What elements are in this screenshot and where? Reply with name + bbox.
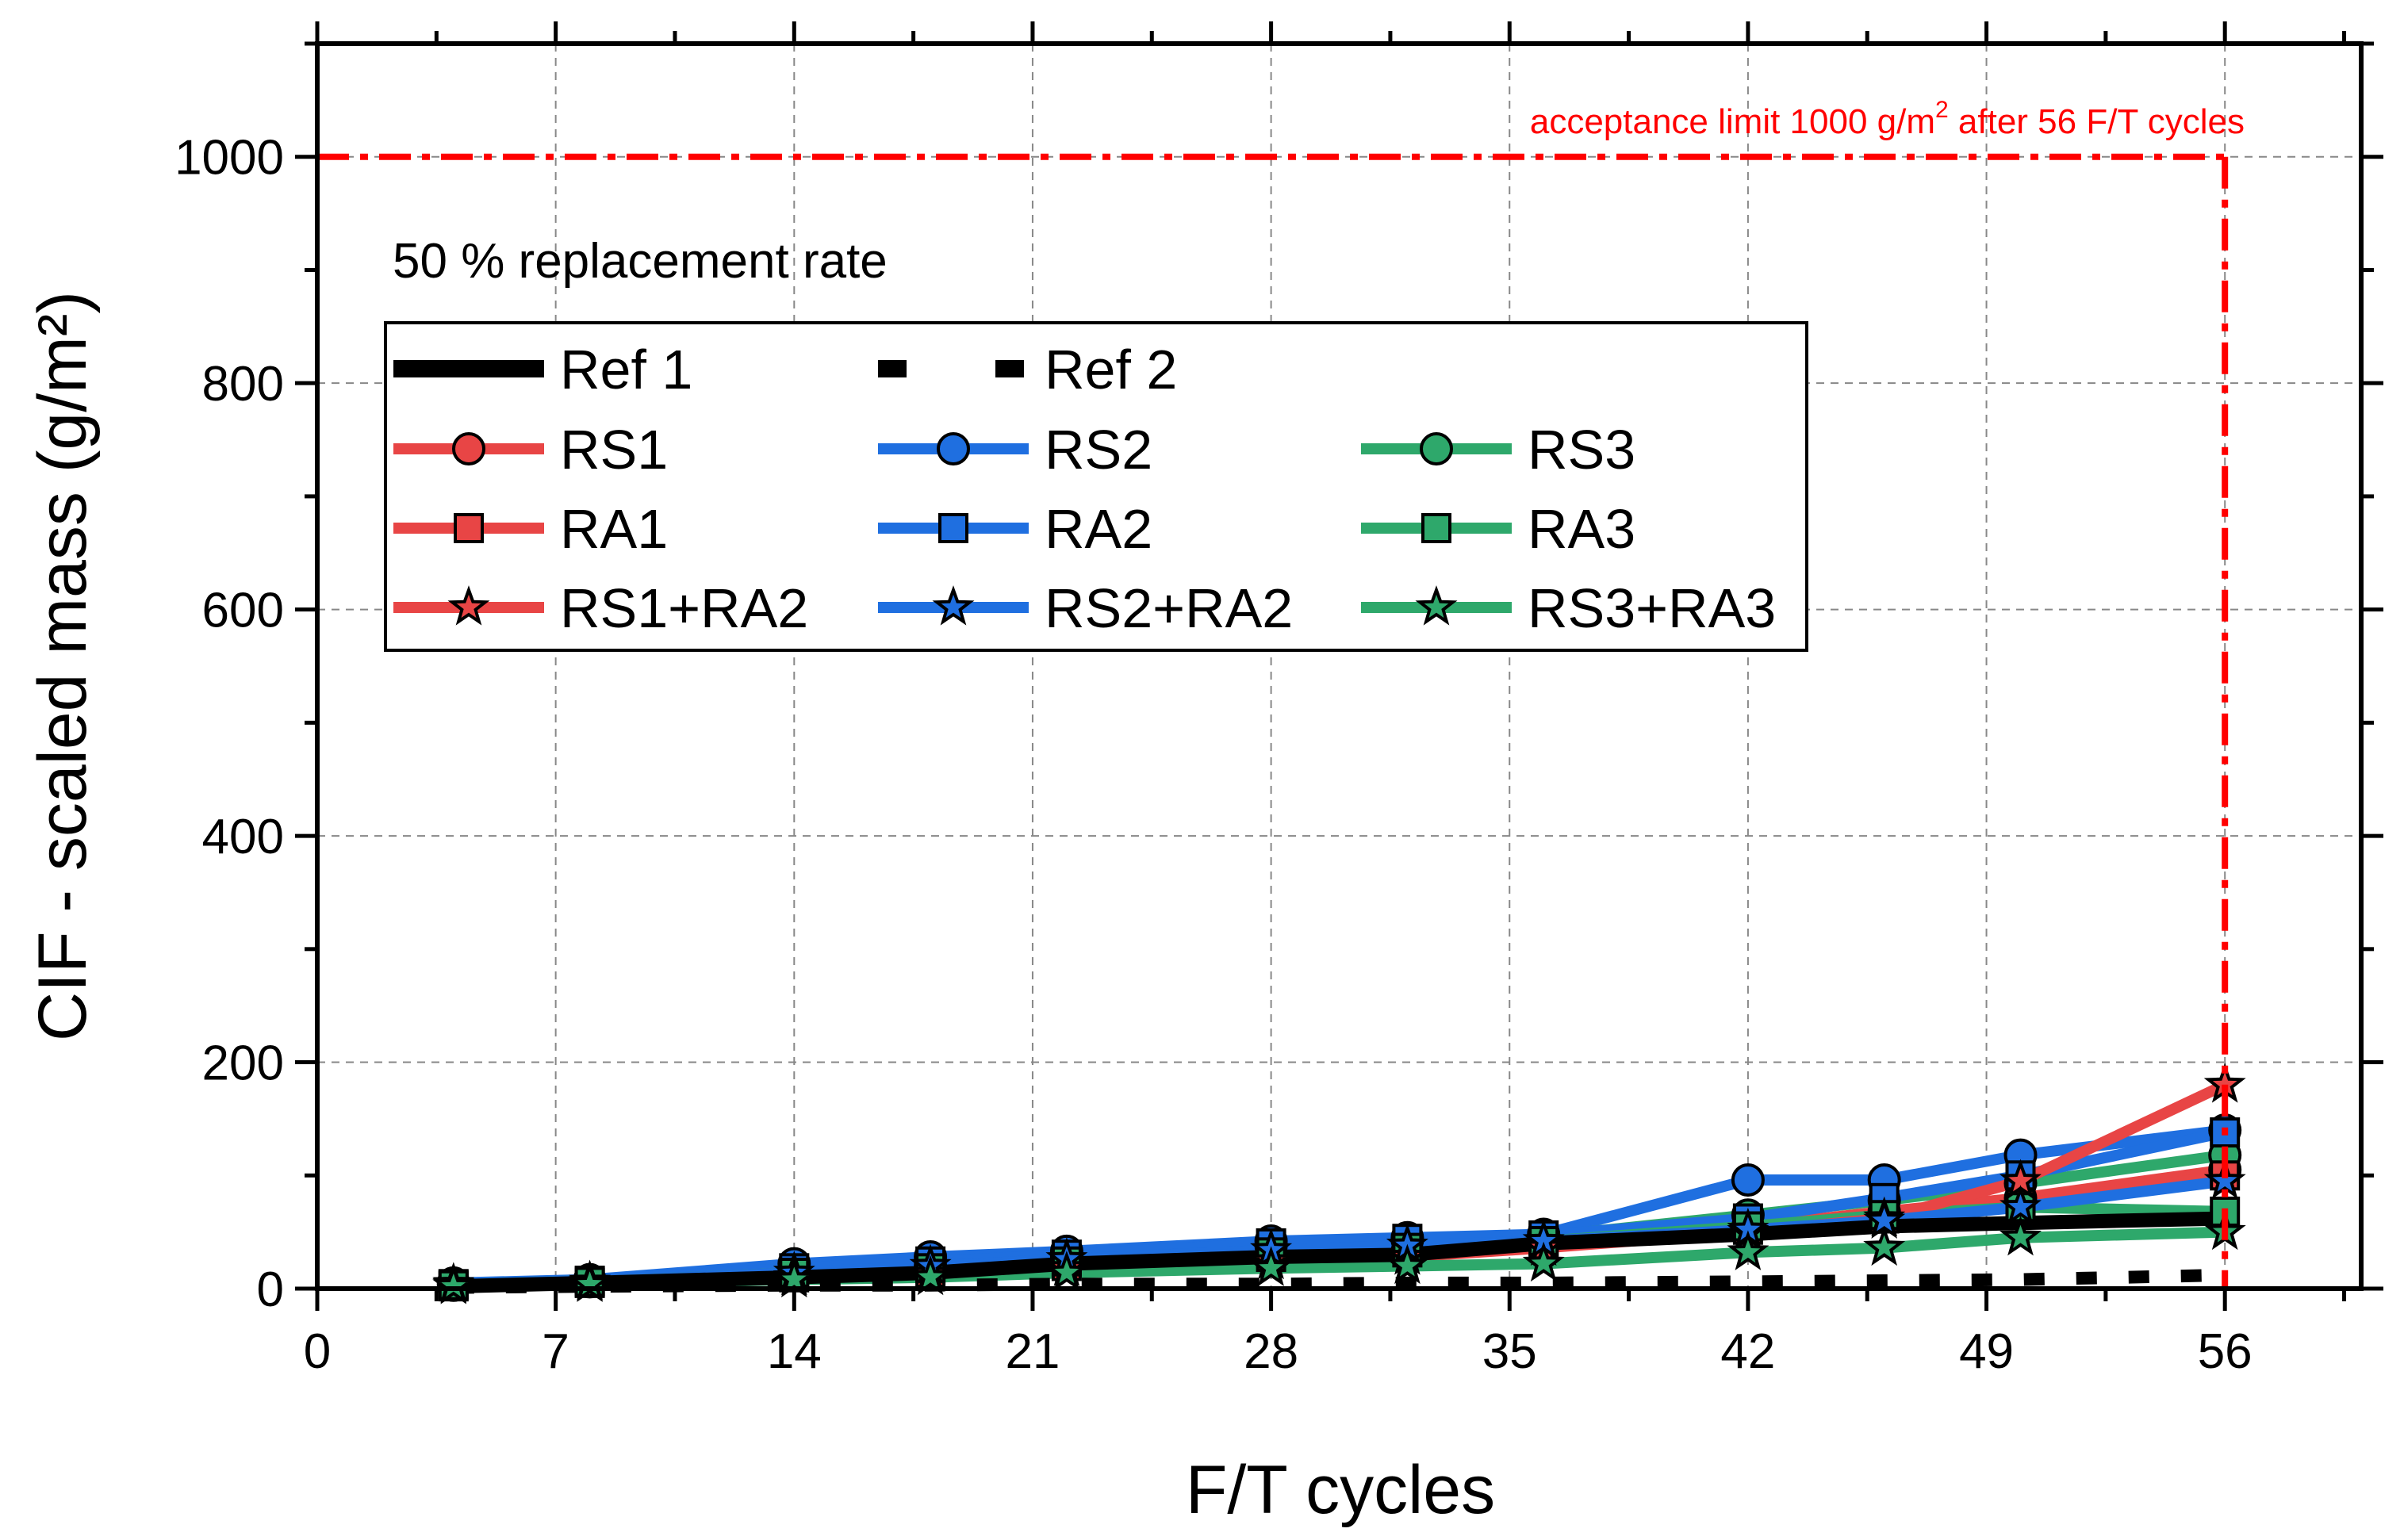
data-point-rs3-ra3	[1522, 1241, 1565, 1282]
legend-label-ref-1: Ref 1	[560, 339, 692, 400]
legend-label-rs2-ra2: RS2+RA2	[1045, 577, 1293, 639]
data-point-rs3-ra3	[1727, 1230, 1769, 1270]
data-point-rs2-ra2	[2203, 1159, 2246, 1199]
replacement-rate-annotation: 50 % replacement rate	[393, 234, 888, 289]
legend-label-ra1: RA1	[560, 498, 668, 560]
data-point-rs2-ra2	[1999, 1185, 2042, 1225]
series-line-ref-1	[453, 1211, 2226, 1294]
data-point-rs3-ra3	[432, 1264, 475, 1304]
data-point-rs3-ra3	[1250, 1246, 1293, 1286]
x-tick-label: 7	[542, 1324, 569, 1379]
legend-label-rs2: RS2	[1045, 419, 1152, 481]
legend-marker-ra2	[938, 513, 968, 543]
legend: Ref 1 Ref 2 RS1 RS2 RS3 RA1 RA2 RA3 RS1+RA2 RS2+R…	[384, 321, 1808, 652]
grid-layer	[317, 44, 2361, 1289]
data-point-rs2	[1731, 1163, 1765, 1197]
legend-marker-rs2-ra2	[932, 585, 975, 626]
legend-label-rs1-ra2: RS1+RA2	[560, 577, 808, 639]
x-tick-label: 0	[304, 1324, 331, 1379]
legend-entry-rs2-ra2: RS2+RA2	[878, 577, 1293, 639]
legend-entry-ref-2: Ref 2	[878, 339, 1177, 400]
series-layer	[432, 1063, 2246, 1304]
legend-entry-ref-1: Ref 1	[393, 339, 692, 400]
legend-label-ra3: RA3	[1528, 498, 1635, 560]
legend-marker-rs2	[937, 432, 970, 465]
data-point-rs3-ra3	[1386, 1243, 1428, 1285]
legend-entry-ra3: RA3	[1361, 498, 1635, 560]
legend-marker-rs1-ra2	[447, 585, 490, 626]
legend-entry-rs1: RS1	[393, 419, 668, 481]
legend-entry-rs3: RS3	[1361, 419, 1635, 481]
data-point-rs3-ra3	[1045, 1251, 1088, 1291]
acceptance-limit-label: acceptance limit 1000 g/m2 after 56 F/T …	[1530, 97, 2245, 141]
legend-marker-rs3	[1420, 432, 1453, 465]
legend-entry-ra1: RA1	[393, 498, 668, 560]
data-point-rs3-ra3	[1863, 1225, 1906, 1266]
data-point-rs3-ra3	[569, 1262, 612, 1302]
series-ref-1	[453, 1211, 2226, 1294]
acceptance-limit-label-prefix: acceptance limit 1000 g/m	[1530, 102, 1935, 141]
legend-entry-rs2: RS2	[878, 419, 1152, 481]
x-tick-label: 28	[1244, 1324, 1298, 1379]
y-tick-label: 800	[202, 357, 284, 412]
data-point-rs3-ra3	[1999, 1215, 2042, 1256]
legend-marker-rs3-ra3	[1415, 585, 1458, 626]
limit-layer	[317, 153, 2229, 1289]
x-tick-label: 35	[1482, 1324, 1537, 1379]
x-tick-label: 49	[1959, 1324, 2014, 1379]
series-markers-rs3-ra3	[432, 1209, 2246, 1304]
y-tick-label: 1000	[174, 131, 284, 186]
y-tick-label: 0	[257, 1262, 284, 1317]
y-tick-label: 200	[202, 1036, 284, 1091]
legend-box	[384, 321, 1808, 652]
x-axis-title: F/T cycles	[1186, 1452, 1495, 1528]
x-tick-label: 21	[1005, 1324, 1060, 1379]
x-tick-label: 14	[767, 1324, 822, 1379]
x-tick-label: 56	[2198, 1324, 2253, 1379]
data-point-rs3-ra3	[909, 1255, 952, 1296]
legend-label-rs1: RS1	[560, 419, 668, 481]
legend-entry-ra2: RA2	[878, 498, 1152, 560]
tick-layer: 0 7 14 21 28 35 42 49 56 0 200 400 600 800 1000	[174, 21, 2383, 1379]
acceptance-limit-label-suffix: after 56 F/T cycles	[1949, 102, 2245, 141]
legend-marker-ra3	[1421, 513, 1451, 543]
x-tick-label: 42	[1720, 1324, 1775, 1379]
legend-marker-ra1	[454, 513, 484, 543]
y-axis-title: CIF - scaled mass (g/m²)	[25, 291, 101, 1041]
legend-label-ra2: RA2	[1045, 498, 1152, 560]
legend-marker-rs1	[452, 432, 485, 465]
y-tick-label: 600	[202, 584, 284, 638]
legend-label-rs3: RS3	[1528, 419, 1635, 481]
legend-entry-rs3-ra3: RS3+RA3	[1361, 577, 1776, 639]
legend-label-ref-2: Ref 2	[1045, 339, 1177, 400]
y-tick-label: 400	[202, 810, 284, 864]
acceptance-limit-label-sup: 2	[1935, 97, 1949, 123]
plot-frame	[315, 41, 2364, 1291]
legend-label-rs3-ra3: RS3+RA3	[1528, 577, 1776, 639]
legend-entry-rs1-ra2: RS1+RA2	[393, 577, 808, 639]
